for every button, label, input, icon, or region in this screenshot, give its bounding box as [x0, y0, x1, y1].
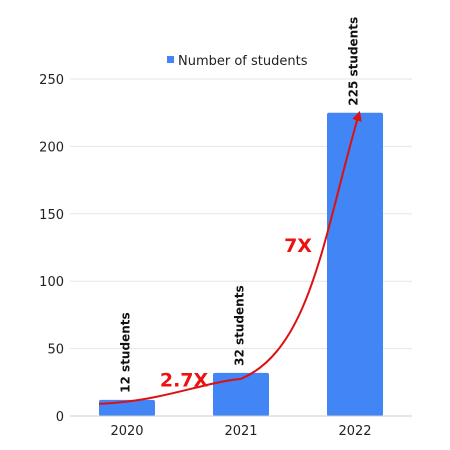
data-label: 12 students — [119, 312, 133, 392]
annotations: 2.7X 7X — [98, 110, 362, 405]
growth-annotation: 2.7X — [160, 369, 209, 391]
data-label: 225 students — [347, 17, 361, 106]
data-label: 32 students — [233, 285, 247, 365]
y-tick-label: 100 — [39, 275, 64, 290]
bar-2021 — [213, 372, 269, 416]
y-tick-label: 0 — [56, 410, 64, 425]
y-tick-label: 150 — [39, 208, 64, 223]
x-tick-label: 2022 — [338, 424, 371, 439]
trend-arrow — [98, 110, 362, 405]
data-labels: 12 students 32 students 225 students — [119, 17, 361, 393]
axes: 0 50 100 150 200 250 2020 2021 2022 — [39, 73, 412, 439]
x-tick-label: 2020 — [110, 424, 143, 439]
legend-swatch — [167, 56, 174, 63]
legend: Number of students — [167, 54, 308, 69]
growth-annotation: 7X — [284, 235, 312, 257]
y-tick-label: 50 — [47, 343, 64, 358]
y-tick-label: 200 — [39, 140, 64, 155]
y-tick-label: 250 — [39, 73, 64, 88]
bar-2022 — [327, 112, 383, 416]
x-tick-label: 2021 — [224, 424, 257, 439]
bars — [99, 112, 383, 416]
legend-label: Number of students — [178, 54, 308, 69]
